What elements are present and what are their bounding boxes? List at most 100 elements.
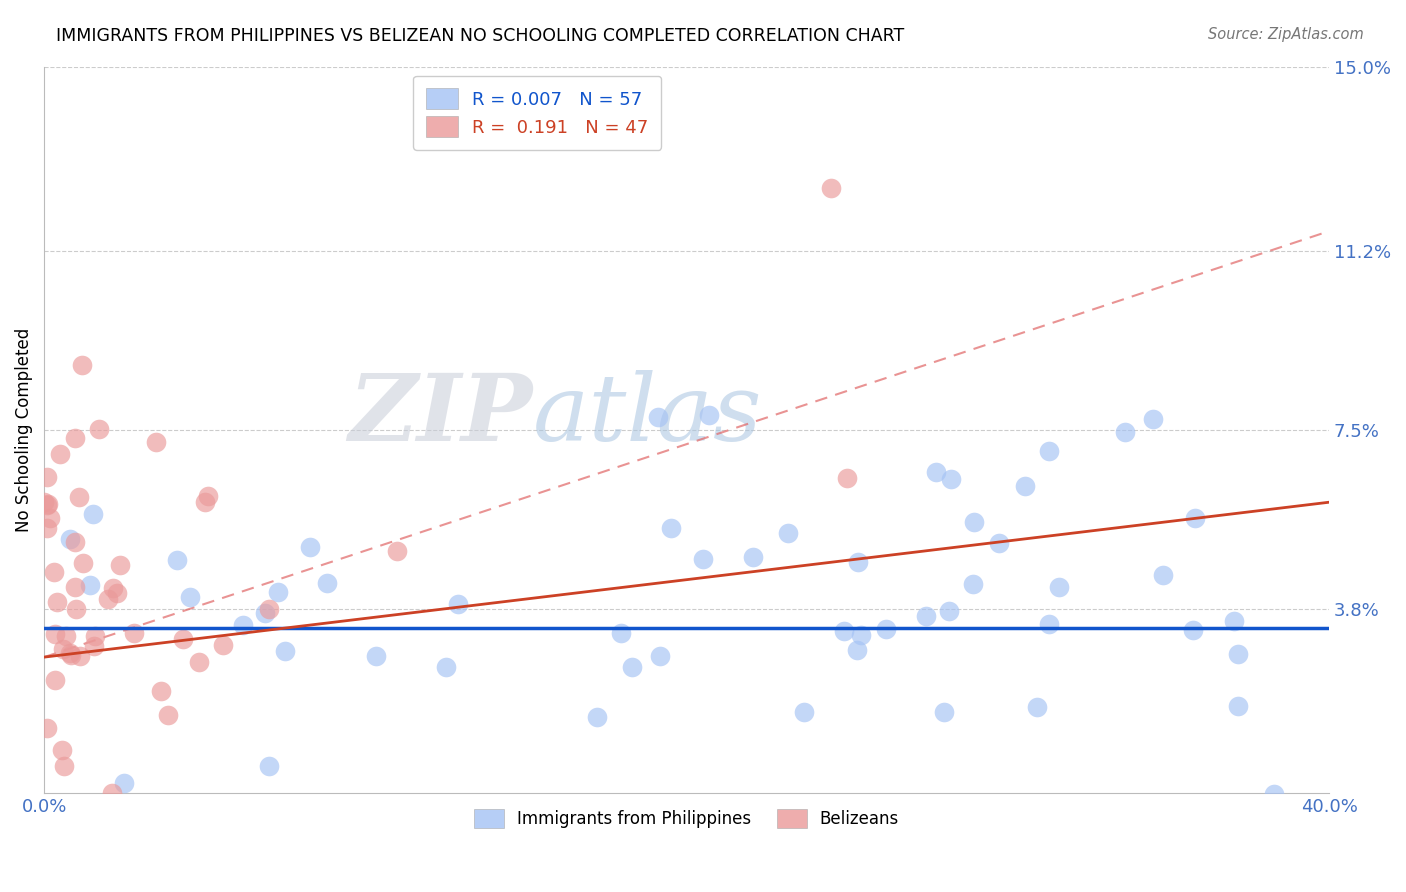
Text: Source: ZipAtlas.com: Source: ZipAtlas.com	[1208, 27, 1364, 42]
Point	[925, 466, 948, 480]
Point	[37, 498, 59, 512]
Point	[620, 660, 643, 674]
Point	[742, 549, 765, 564]
Point	[49, 447, 72, 461]
Point	[793, 705, 815, 719]
Point	[83, 639, 105, 653]
Point	[179, 591, 201, 605]
Text: ZIP: ZIP	[349, 370, 533, 460]
Point	[37, 497, 59, 511]
Point	[647, 409, 669, 424]
Y-axis label: No Schooling Completed: No Schooling Completed	[15, 327, 32, 532]
Point	[194, 495, 217, 509]
Point	[846, 555, 869, 569]
Point	[79, 578, 101, 592]
Point	[1038, 617, 1060, 632]
Point	[837, 471, 859, 485]
Point	[1263, 787, 1285, 801]
Point	[63, 580, 86, 594]
Point	[87, 422, 110, 436]
Point	[63, 535, 86, 549]
Text: IMMIGRANTS FROM PHILIPPINES VS BELIZEAN NO SCHOOLING COMPLETED CORRELATION CHART: IMMIGRANTS FROM PHILIPPINES VS BELIZEAN …	[56, 27, 904, 45]
Text: atlas: atlas	[533, 370, 762, 460]
Point	[101, 786, 124, 800]
Point	[316, 576, 339, 591]
Point	[1047, 580, 1070, 594]
Point	[105, 586, 128, 600]
Point	[659, 521, 682, 535]
Point	[938, 604, 960, 618]
Point	[1026, 700, 1049, 714]
Point	[364, 648, 387, 663]
Point	[166, 552, 188, 566]
Point	[1184, 510, 1206, 524]
Point	[257, 601, 280, 615]
Point	[778, 525, 800, 540]
Point	[42, 565, 65, 579]
Legend: Immigrants from Philippines, Belizeans: Immigrants from Philippines, Belizeans	[467, 803, 905, 835]
Point	[846, 643, 869, 657]
Point	[51, 743, 73, 757]
Point	[72, 556, 94, 570]
Point	[1142, 412, 1164, 426]
Point	[1014, 479, 1036, 493]
Point	[67, 490, 90, 504]
Point	[257, 759, 280, 773]
Point	[59, 532, 82, 546]
Point	[156, 707, 179, 722]
Point	[82, 508, 104, 522]
Point	[266, 585, 288, 599]
Point	[915, 609, 938, 624]
Point	[253, 606, 276, 620]
Point	[875, 622, 897, 636]
Point	[820, 180, 842, 194]
Point	[692, 551, 714, 566]
Point	[37, 470, 59, 484]
Point	[112, 775, 135, 789]
Point	[1226, 648, 1249, 662]
Point	[52, 642, 75, 657]
Point	[1222, 615, 1244, 629]
Point	[145, 435, 167, 450]
Point	[610, 625, 633, 640]
Point	[1114, 425, 1136, 439]
Point	[32, 495, 55, 509]
Point	[69, 648, 91, 663]
Point	[44, 673, 66, 687]
Point	[834, 624, 856, 638]
Point	[387, 543, 409, 558]
Point	[1038, 444, 1060, 458]
Point	[52, 759, 75, 773]
Point	[962, 577, 984, 591]
Point	[172, 632, 194, 647]
Point	[97, 592, 120, 607]
Point	[585, 710, 607, 724]
Point	[188, 655, 211, 669]
Point	[101, 581, 124, 595]
Point	[932, 705, 955, 719]
Point	[63, 431, 86, 445]
Point	[45, 595, 67, 609]
Point	[55, 629, 77, 643]
Point	[84, 629, 107, 643]
Point	[212, 638, 235, 652]
Point	[413, 834, 436, 848]
Point	[197, 489, 219, 503]
Point	[650, 648, 672, 663]
Point	[1182, 623, 1205, 637]
Point	[446, 598, 468, 612]
Point	[963, 515, 986, 529]
Point	[1226, 698, 1249, 713]
Point	[65, 601, 87, 615]
Point	[232, 618, 254, 632]
Point	[697, 408, 720, 422]
Point	[37, 521, 59, 535]
Point	[70, 358, 93, 372]
Point	[1152, 567, 1174, 582]
Point	[434, 660, 457, 674]
Point	[987, 536, 1010, 550]
Point	[59, 646, 82, 660]
Point	[39, 511, 62, 525]
Point	[620, 797, 643, 811]
Point	[851, 628, 873, 642]
